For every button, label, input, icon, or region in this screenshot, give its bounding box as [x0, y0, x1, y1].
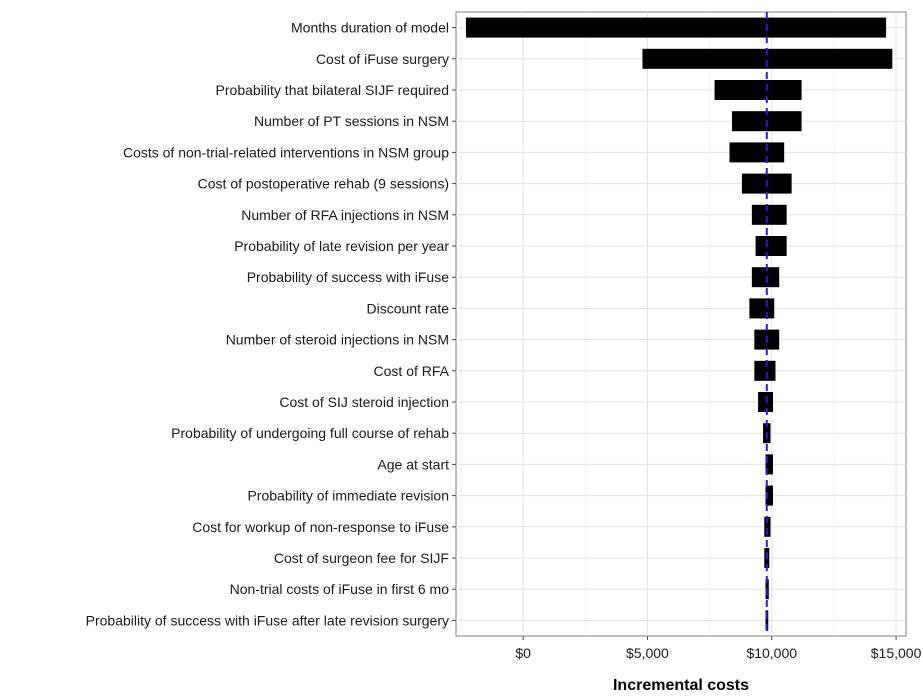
y-tick-label: Number of steroid injections in NSM: [226, 332, 449, 348]
bar: [749, 298, 775, 319]
bar: [751, 204, 787, 225]
y-tick-label: Age at start: [377, 456, 449, 472]
y-tick-label: Costs of non-trial-related interventions…: [123, 144, 449, 160]
x-tick-label: $15,000: [871, 645, 922, 661]
y-tick-label: Cost of RFA: [374, 363, 450, 379]
bar: [765, 610, 769, 631]
x-axis-title: Incremental costs: [613, 677, 749, 694]
bar: [754, 360, 776, 381]
y-tick-label: Cost of SIJ steroid injection: [279, 394, 449, 410]
y-axis: Months duration of model Cost of iFuse su…: [86, 20, 456, 628]
y-tick-label: Cost of surgeon fee for SIJF: [274, 550, 449, 566]
y-tick-label: Non-trial costs of iFuse in first 6 mo: [230, 581, 450, 597]
y-tick-label: Probability of success with iFuse: [247, 269, 450, 285]
x-tick-label: $0: [515, 645, 531, 661]
bar: [755, 236, 787, 256]
y-tick-label: Probability of immediate revision: [247, 488, 449, 504]
x-tick-label: $10,000: [746, 645, 797, 661]
x-tick-label: $5,000: [626, 645, 669, 661]
y-tick-label: Cost of iFuse surgery: [316, 51, 449, 67]
y-tick-label: Probability of undergoing full course of…: [171, 425, 449, 441]
y-tick-label: Cost for workup of non-response to iFuse: [192, 519, 449, 535]
y-tick-label: Discount rate: [367, 300, 450, 316]
plot-panel: [455, 11, 907, 637]
bar: [751, 267, 780, 288]
y-tick-label: Probability of success with iFuse after …: [86, 612, 449, 628]
bar: [714, 80, 802, 100]
bar: [764, 516, 771, 537]
bar: [642, 48, 893, 69]
bar: [465, 17, 887, 38]
y-tick-label: Number of PT sessions in NSM: [254, 113, 449, 129]
bar: [765, 454, 773, 475]
y-tick-label: Probability of late revision per year: [234, 238, 449, 254]
y-tick-label: Cost of postoperative rehab (9 sessions): [198, 176, 449, 192]
y-tick-label: Probability that bilateral SIJF required: [216, 82, 449, 98]
bar: [765, 485, 773, 506]
y-tick-label: Months duration of model: [291, 20, 449, 36]
bar: [729, 142, 785, 163]
bar: [758, 392, 773, 412]
x-axis: $0 $5,000 $10,000 $15,000: [515, 636, 922, 661]
y-tick-label: Number of RFA injections in NSM: [241, 207, 449, 223]
